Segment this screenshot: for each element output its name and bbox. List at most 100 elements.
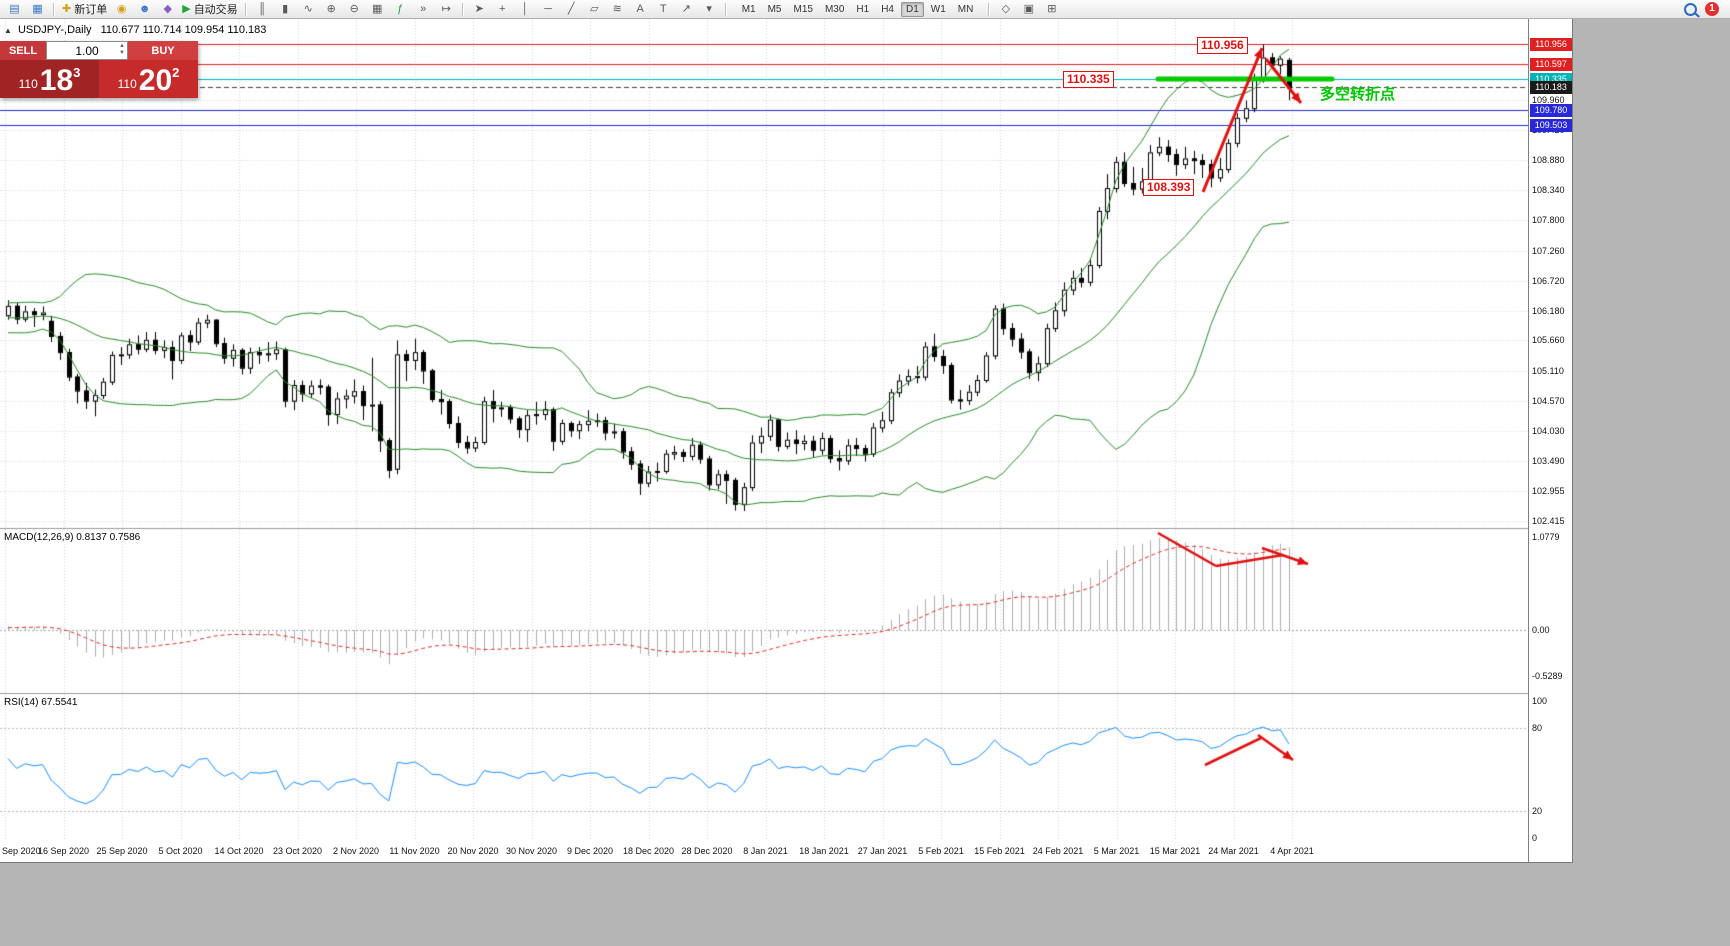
price-tag: 109.503 [1530,119,1572,133]
new-order-label: 新订单 [74,4,108,16]
price-chart-canvas[interactable] [0,19,1528,862]
new-order-button[interactable]: ✚ 新订单 [59,0,110,19]
symbol-timeframe: USDJPY-,Daily [17,24,92,36]
timeframe-m5-button[interactable]: M5 [767,3,782,15]
timeframe-m30-button[interactable]: M30 [824,3,845,15]
one-click-toggle-icon[interactable]: ▲ [4,26,12,35]
toolbar-group-line-studies: ➤ + │ ─ ╱ ▱ ≋ A T ↗ ▾ [468,0,721,18]
date-label: 2 Nov 2020 [332,846,380,856]
new-chart-button[interactable]: ▤ [3,0,26,19]
buy-button[interactable]: BUY [128,41,198,60]
deposit-button[interactable]: ◉ [110,0,133,19]
line-chart-icon: ∿ [303,2,313,15]
accounts-icon: ☻ [138,2,151,15]
price-tag: 110.183 [1530,81,1572,95]
date-label: 27 Jan 2021 [857,846,908,856]
price-tick-label: 108.880 [1532,155,1565,166]
horizontal-line-icon: ─ [544,2,553,15]
auto-scroll-button[interactable]: » [412,0,435,19]
trendline-button[interactable]: ╱ [560,0,583,19]
tile-windows-button[interactable]: ▦ [366,0,389,19]
community-icon: ◆ [163,2,172,15]
chart-shift-button[interactable]: ↦ [435,0,458,19]
timeframe-h1-button[interactable]: H1 [856,3,870,15]
cursor-button[interactable]: ➤ [468,0,491,19]
vertical-line-button[interactable]: │ [514,0,537,19]
indicator-list-button[interactable]: ◇ [994,0,1017,19]
buy-price-big: 20 [138,64,173,97]
lot-value[interactable]: 1.00 [75,43,99,58]
autotrading-button[interactable]: ▶ 自动交易 [179,0,240,19]
community-button[interactable]: ◆ [156,0,179,19]
chart-profiles-button[interactable]: ▦ [26,0,49,19]
notification-badge[interactable]: 1 [1705,2,1719,16]
pivot-annotation-text[interactable]: 多空转折点 [1320,86,1396,103]
time-axis[interactable]: Sep 2020 16 Sep 2020 25 Sep 2020 5 Oct 2020… [0,840,1528,862]
macd-tick-label: 1.0779 [1532,531,1560,542]
price-tick-label: 102.955 [1532,485,1565,496]
horizontal-line-button[interactable]: ─ [537,0,560,19]
date-label: 14 Oct 2020 [214,846,264,856]
toolbar-groups: ▤ ▦ ✚ 新订单 ◉ ☻ ◆ ▶ 自动交易 ║ ▮ ∿ ⊕ ⊖ ▦ ƒ» ↦ ➤ + │ ─ ╱ ▱ ≋ A T ↗ ▾ M1 M5 M1… [3,0,1063,18]
timeframe-toolbar: M1 M5 M15 M30 H1 H4 D1 W1 MN [736,1,980,17]
equidistant-channel-button[interactable]: ▱ [583,0,606,19]
accounts-button[interactable]: ☻ [133,0,156,19]
crosshair-button[interactable]: + [491,0,514,19]
date-label: 25 Sep 2020 [96,846,148,856]
sell-price[interactable]: 110 18 3 [0,60,99,98]
lot-size-input[interactable]: 1.00 ▲ ▼ [46,41,128,60]
macd-tick-label: 0.00 [1532,625,1550,635]
price-annotation-box[interactable]: 110.956 [1197,37,1248,54]
date-label: 23 Oct 2020 [272,846,323,856]
timeframe-m1-button[interactable]: M1 [741,3,756,15]
stepper-down-icon[interactable]: ▼ [119,50,125,56]
auto-scroll-icon: » [420,2,427,15]
arrows-icon: ↗ [681,2,691,15]
toolbar-separator [724,2,727,16]
sell-button[interactable]: SELL [0,41,46,60]
indicators-icon: ƒ [397,2,404,15]
toolbar-separator [53,2,55,16]
date-label: 11 Nov 2020 [389,846,440,856]
one-click-trading-panel[interactable]: SELL 1.00 ▲ ▼ BUY 110 18 3 110 20 2 [0,41,198,98]
rsi-indicator-label: RSI(14) 67.5541 [4,697,78,708]
timeframe-d1-button[interactable]: D1 [901,1,924,17]
bar-chart-button[interactable]: ║ [251,0,274,19]
rsi-tick-label: 20 [1532,805,1543,816]
zoom-in-button[interactable]: ⊕ [320,0,343,19]
price-tag: 110.597 [1530,58,1572,72]
new-order-icon: ✚ [62,2,72,15]
fibonacci-icon: ≋ [612,2,622,15]
price-scale[interactable]: 109.960109.420108.880108.340107.800107.2… [1528,19,1572,862]
date-label: 8 Jan 2021 [743,846,788,856]
text-label-button[interactable]: T [652,0,675,19]
text-button[interactable]: A [629,0,652,19]
arrows-button[interactable]: ↗ [675,0,698,19]
full-screen-button[interactable]: ⊞ [1040,0,1063,19]
timeframe-w1-button[interactable]: W1 [930,3,946,15]
price-annotation-box[interactable]: 110.335 [1063,71,1114,88]
timeframe-h4-button[interactable]: H4 [881,3,894,15]
zoom-out-button[interactable]: ⊖ [343,0,366,19]
price-tick-label: 107.260 [1532,245,1565,256]
line-chart-button[interactable]: ∿ [297,0,320,19]
date-label: 20 Nov 2020 [447,846,499,856]
toolbar-separator [988,2,991,16]
objects-list-button[interactable]: ▣ [1017,0,1040,19]
candlestick-chart-button[interactable]: ▮ [274,0,297,19]
objects-dropdown-icon: ▾ [706,2,712,15]
objects-dropdown-button[interactable]: ▾ [698,0,721,19]
indicator-list-icon: ◇ [1001,2,1011,15]
buy-price-sup: 2 [172,65,180,80]
stepper-up-icon[interactable]: ▲ [119,43,125,49]
price-annotation-box[interactable]: 108.393 [1143,179,1195,196]
cursor-icon: ➤ [474,2,484,15]
buy-price[interactable]: 110 20 2 [99,60,198,98]
lot-stepper[interactable]: ▲ ▼ [119,43,125,57]
timeframe-m15-button[interactable]: M15 [793,3,813,15]
indicators-button[interactable]: ƒ [389,0,412,19]
timeframe-mn-button[interactable]: MN [957,3,974,15]
fibonacci-button[interactable]: ≋ [606,0,629,19]
search-icon[interactable] [1684,2,1697,16]
deposit-icon: ◉ [116,2,127,15]
